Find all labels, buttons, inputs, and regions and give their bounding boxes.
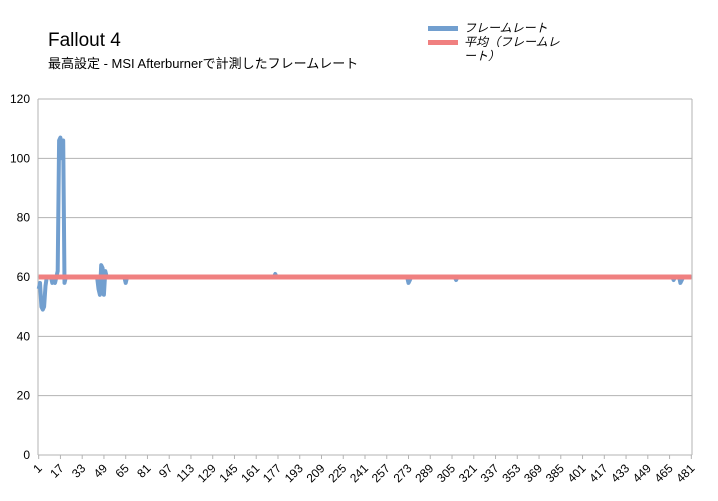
x-tick-label: 17 xyxy=(47,461,67,481)
x-tick-label: 433 xyxy=(608,461,632,485)
y-tick-label: 100 xyxy=(10,151,30,165)
y-tick-label: 60 xyxy=(17,270,31,284)
x-tick-label: 481 xyxy=(673,461,697,485)
x-tick-label: 465 xyxy=(652,461,676,485)
y-tick-label: 120 xyxy=(10,92,30,106)
y-tick-label: 80 xyxy=(17,211,31,225)
legend-item-average: 平均（フレームレート） xyxy=(428,35,578,63)
x-tick-label: 321 xyxy=(456,461,480,485)
x-tick-label: 257 xyxy=(369,461,393,485)
x-tick-label: 417 xyxy=(586,461,610,485)
x-tick-label: 97 xyxy=(156,461,176,481)
x-tick-label: 449 xyxy=(630,461,654,485)
x-tick-label: 353 xyxy=(499,461,523,485)
x-tick-label: 49 xyxy=(91,461,111,481)
y-tick-label: 20 xyxy=(17,389,31,403)
x-tick-label: 305 xyxy=(434,461,458,485)
x-tick-label: 81 xyxy=(134,461,154,481)
x-tick-label: 401 xyxy=(565,461,589,485)
y-tick-label: 40 xyxy=(17,329,31,343)
x-tick-label: 337 xyxy=(478,461,502,485)
legend-swatch-framerate xyxy=(428,26,458,31)
x-tick-label: 241 xyxy=(347,461,371,485)
x-tick-label: 1 xyxy=(30,461,45,476)
legend: フレームレート 平均（フレームレート） xyxy=(428,21,578,63)
x-tick-label: 129 xyxy=(195,461,219,485)
x-tick-label: 225 xyxy=(325,461,349,485)
x-tick-label: 369 xyxy=(521,461,545,485)
legend-label-framerate: フレームレート xyxy=(464,21,548,35)
x-tick-label: 161 xyxy=(238,461,262,485)
legend-swatch-average xyxy=(428,40,458,45)
legend-label-average: 平均（フレームレート） xyxy=(464,35,560,63)
x-tick-label: 289 xyxy=(412,461,436,485)
chart-title: Fallout 4 xyxy=(48,30,121,51)
x-tick-label: 145 xyxy=(217,461,241,485)
x-tick-label: 33 xyxy=(69,461,89,481)
legend-item-framerate: フレームレート xyxy=(428,21,578,35)
x-tick-label: 177 xyxy=(260,461,284,485)
x-tick-label: 209 xyxy=(304,461,328,485)
chart-subtitle: 最高設定 - MSI Afterburnerで計測したフレームレート xyxy=(48,56,359,71)
x-tick-label: 65 xyxy=(112,461,132,481)
x-tick-label: 385 xyxy=(543,461,567,485)
x-tick-label: 193 xyxy=(282,461,306,485)
series-framerate-line xyxy=(36,135,692,312)
y-tick-label: 0 xyxy=(23,448,30,462)
x-tick-label: 113 xyxy=(174,461,198,485)
x-tick-label: 273 xyxy=(391,461,415,485)
